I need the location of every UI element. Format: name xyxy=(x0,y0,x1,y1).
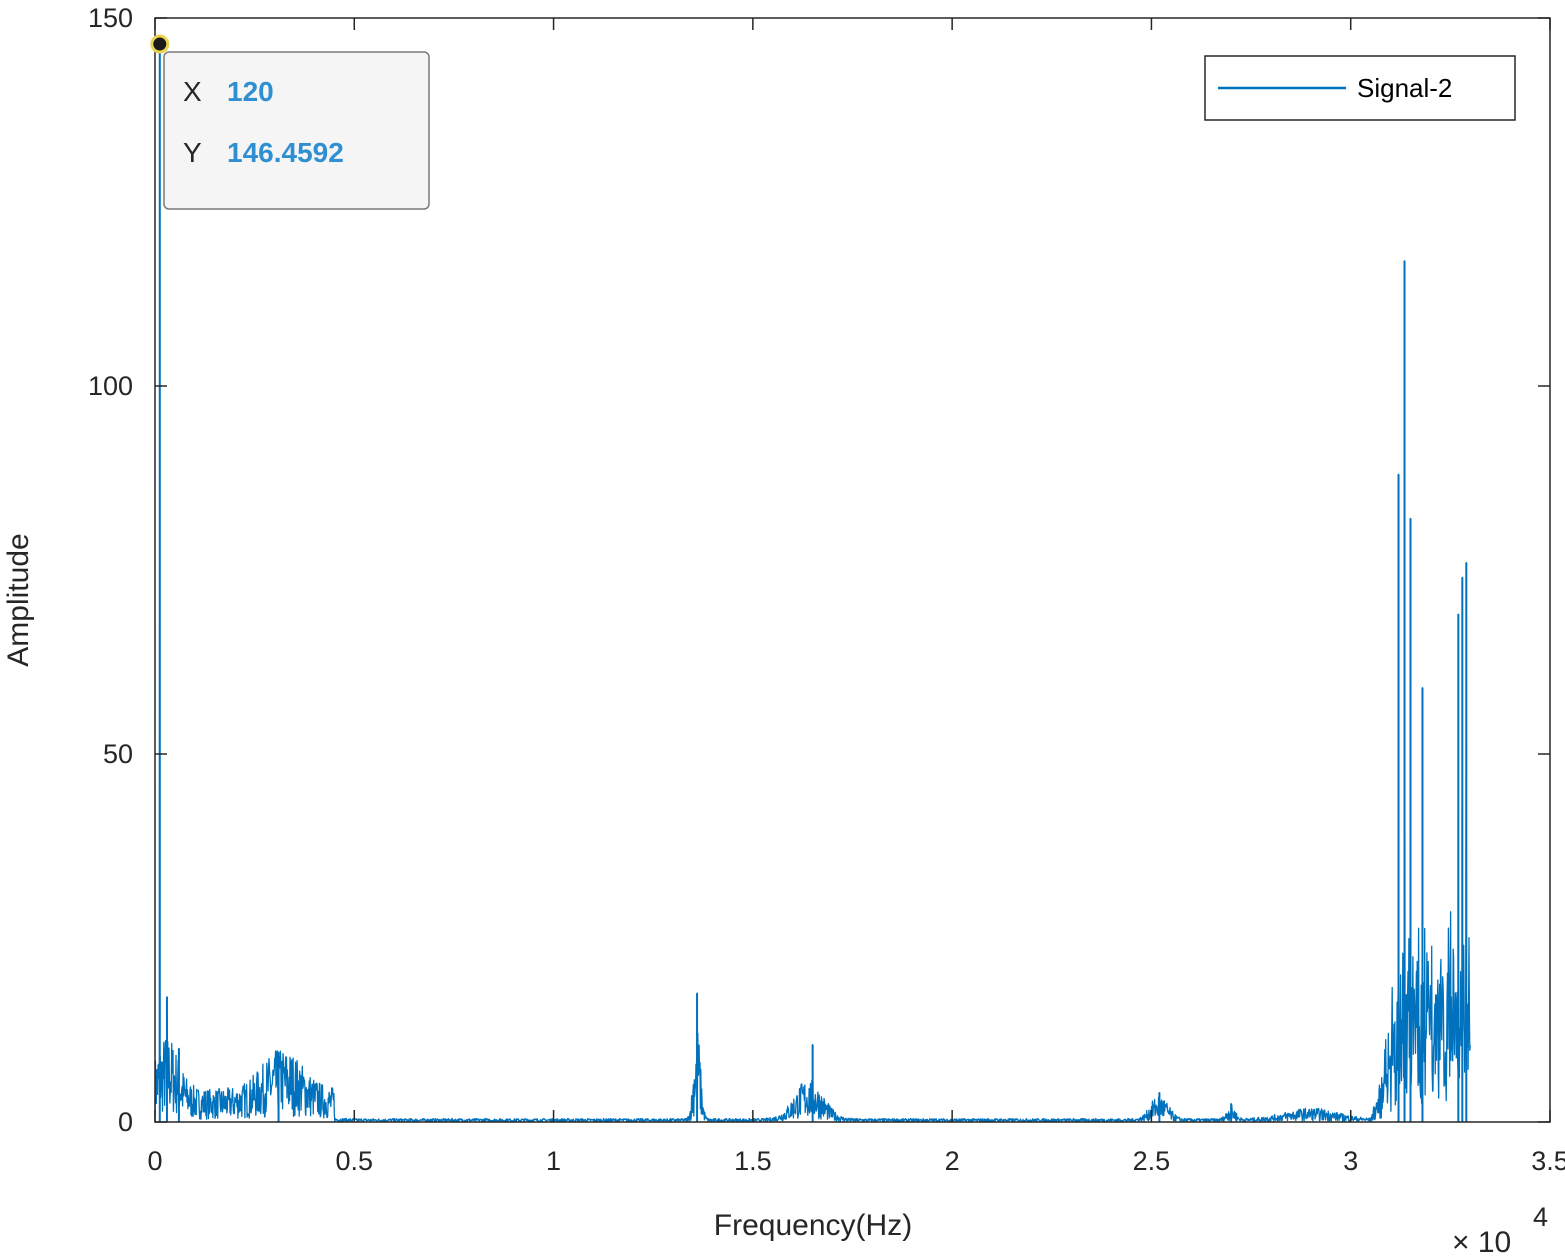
legend[interactable]: Signal-2 xyxy=(1204,55,1516,121)
axes-layer xyxy=(154,17,1551,1123)
x-exponent-power: 4 xyxy=(1533,1202,1548,1232)
x-tick-label: 3.5 xyxy=(1531,1146,1565,1176)
datatip-marker[interactable] xyxy=(150,34,170,54)
y-tick-label: 0 xyxy=(118,1107,133,1137)
x-tick-label: 2.5 xyxy=(1133,1146,1171,1176)
x-tick-label: 1.5 xyxy=(734,1146,772,1176)
datatip-x-key: X xyxy=(183,76,202,107)
x-tick-label: 0 xyxy=(147,1146,162,1176)
series-layer xyxy=(154,43,1471,1123)
datatip-y-value: 146.4592 xyxy=(227,137,344,168)
y-tick-label: 100 xyxy=(88,371,133,401)
x-tick-label: 1 xyxy=(546,1146,561,1176)
legend-label-signal-2: Signal-2 xyxy=(1357,73,1452,103)
x-tick-label: 0.5 xyxy=(336,1146,374,1176)
ticks-layer: 0 0.5 1 1.5 2 2.5 3 3.5 0 50 100 150 xyxy=(88,3,1565,1176)
y-tick-label: 50 xyxy=(103,739,133,769)
datatip-box xyxy=(163,51,430,210)
y-tick-label: 150 xyxy=(88,3,133,33)
datatip-y-key: Y xyxy=(183,137,202,168)
y-axis-title: Amplitude xyxy=(2,533,35,666)
x-axis-title: Frequency(Hz) xyxy=(714,1209,912,1242)
axes-box xyxy=(154,17,1551,1123)
x-tick-label: 3 xyxy=(1343,1146,1358,1176)
datatip[interactable]: X 120 Y 146.4592 xyxy=(150,34,430,210)
x-exponent-label: × 10 xyxy=(1452,1226,1511,1257)
x-tick-label: 2 xyxy=(945,1146,960,1176)
datatip-x-value: 120 xyxy=(227,76,274,107)
